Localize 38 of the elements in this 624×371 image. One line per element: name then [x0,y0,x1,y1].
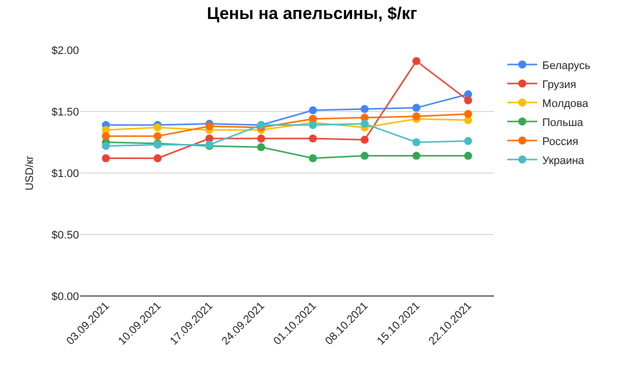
y-tick-label: $1.00 [51,168,79,180]
legend-label: Польша [542,116,584,129]
legend-label: Молдова [542,98,590,110]
point [412,138,420,146]
point [360,152,369,160]
point [464,110,472,118]
point [102,132,110,140]
point [412,112,420,120]
point [205,122,214,130]
chart-title: Цены на апельсины, $/кг [206,4,418,23]
point [412,152,420,160]
point [308,154,317,162]
point [464,137,472,146]
point [360,120,369,128]
y-tick-label: $0.00 [51,290,79,303]
legend-label: Беларусь [542,60,591,72]
y-tick-label: $1.50 [51,106,79,118]
point [308,106,317,114]
point [360,136,369,144]
point [464,96,472,104]
legend-label: Россия [542,136,578,148]
point [102,154,110,162]
point [412,57,420,66]
point [257,134,266,143]
point [464,152,472,160]
point [412,104,420,112]
point [360,105,369,114]
point [154,132,162,140]
legend-label: Украина [542,154,586,167]
point [308,134,317,143]
y-tick-label: $2.00 [51,44,79,57]
point [257,143,266,152]
y-tick-label: $0.50 [51,229,79,242]
legend-label: Грузия [542,78,576,91]
point [102,142,110,150]
point [154,154,162,162]
y-axis-title: USD/кг [24,155,36,191]
point [308,121,317,130]
